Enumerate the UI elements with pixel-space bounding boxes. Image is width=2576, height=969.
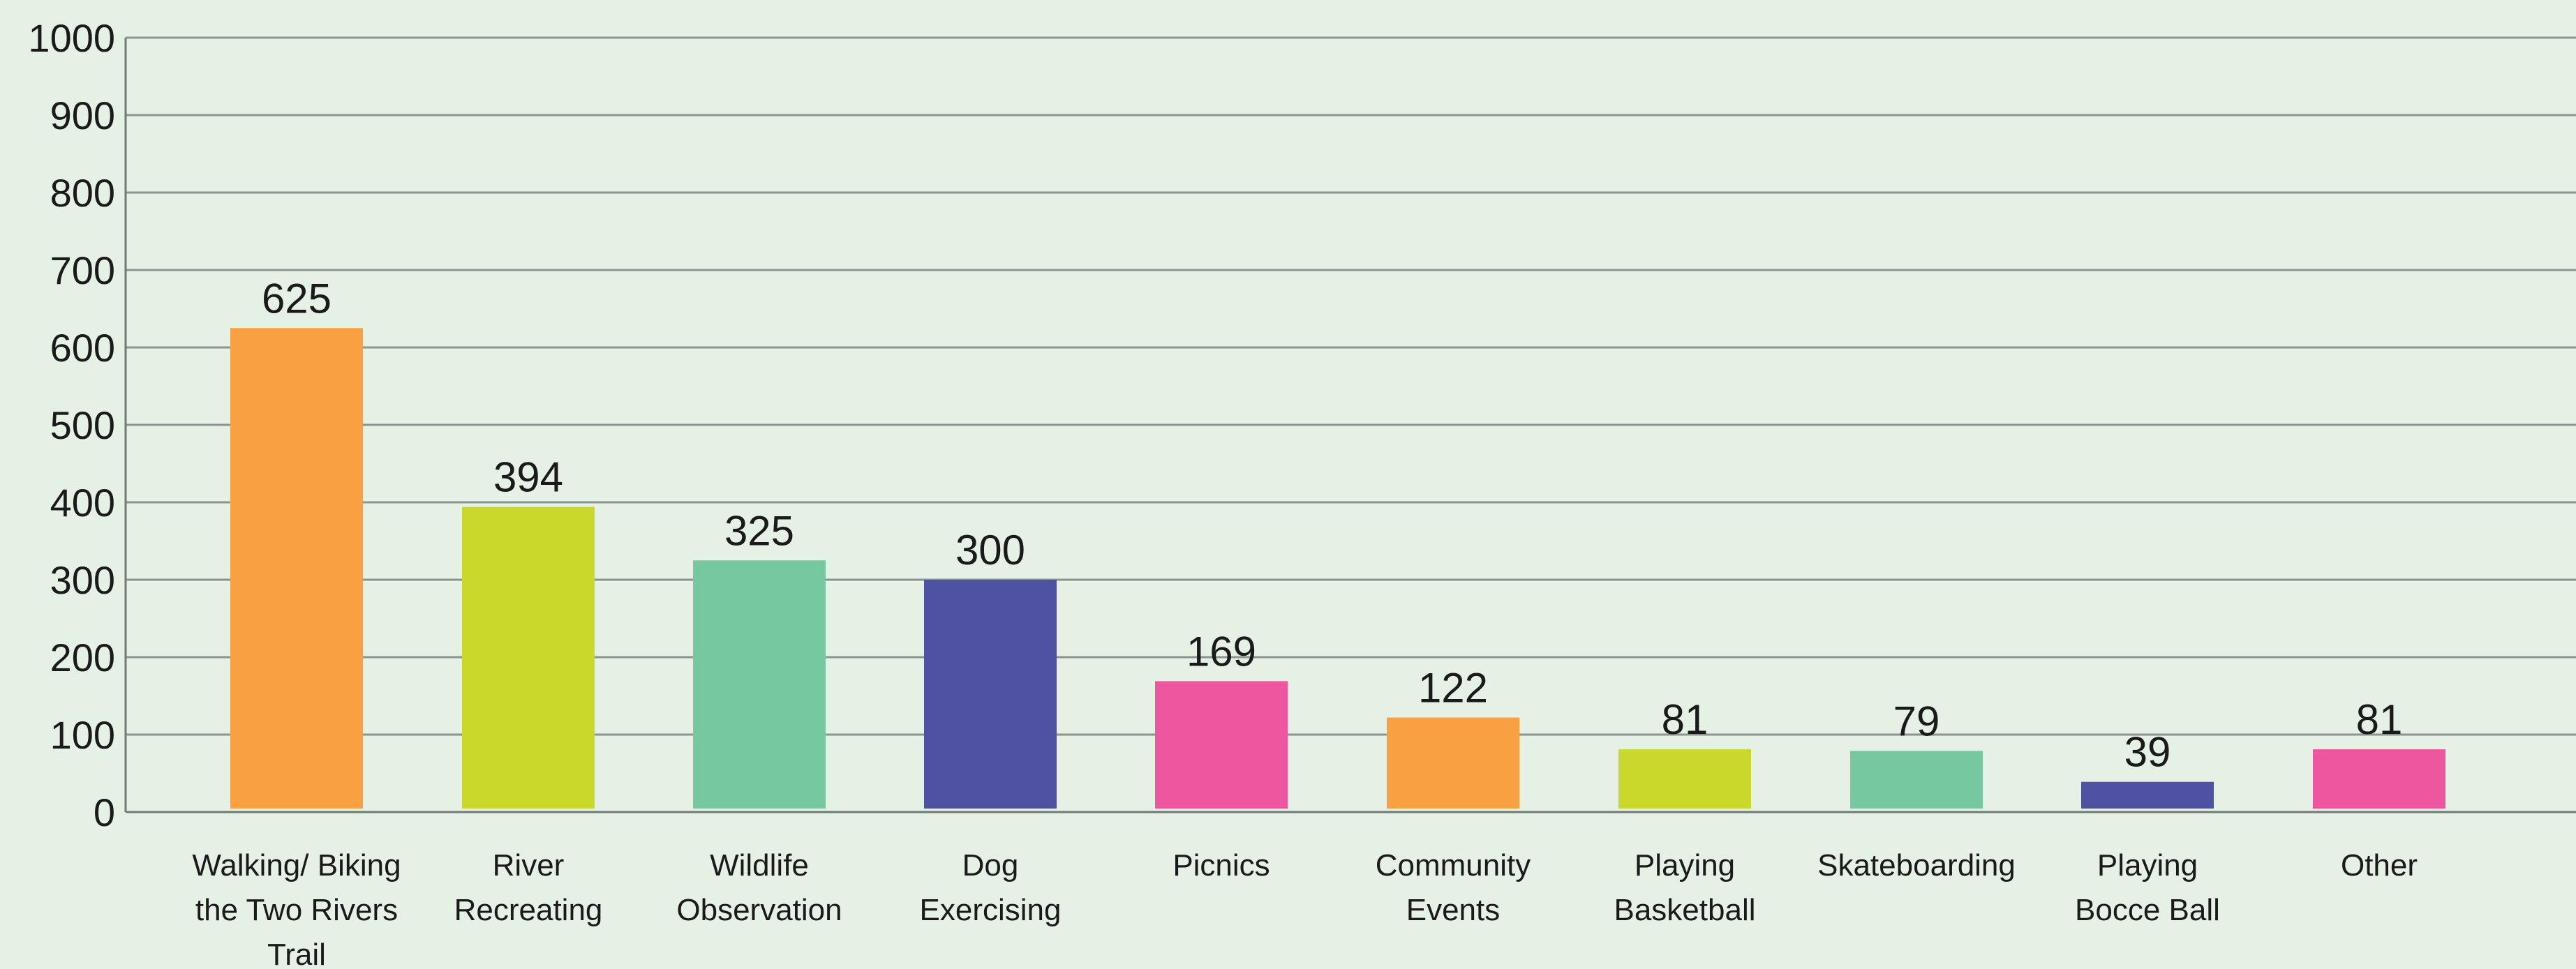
y-tick-label: 200 <box>50 636 115 679</box>
x-tick-label: Wildlife Observation <box>676 848 842 927</box>
bar <box>2081 781 2214 809</box>
y-axis-ticks: 0 100 200 300 400 500 600 700 800 900 1000 <box>28 16 115 834</box>
y-tick-label: 1000 <box>28 16 115 60</box>
data-label: 79 <box>1893 698 1940 744</box>
data-label: 81 <box>2356 696 2403 743</box>
bar <box>462 506 595 809</box>
y-tick-label: 400 <box>50 481 115 525</box>
data-label: 625 <box>262 275 332 322</box>
value-labels: 625 394 325 300 169 122 81 79 39 81 <box>262 275 2402 775</box>
y-tick-label: 600 <box>50 326 115 370</box>
bar <box>693 560 826 809</box>
y-tick-label: 0 <box>94 790 115 834</box>
y-tick-label: 300 <box>50 558 115 602</box>
bar <box>1155 681 1288 809</box>
data-label: 169 <box>1186 628 1256 675</box>
data-label: 81 <box>1662 696 1708 743</box>
data-label: 39 <box>2124 729 2171 776</box>
data-label: 394 <box>493 454 563 501</box>
bar <box>924 580 1057 809</box>
y-tick-label: 900 <box>50 93 115 137</box>
bar <box>230 328 363 809</box>
y-tick-label: 700 <box>50 248 115 292</box>
bars <box>230 328 2445 809</box>
x-tick-label: Community Events <box>1376 848 1531 927</box>
category-labels: Walking/ Biking the Two Rivers Trail River R… <box>192 848 2418 969</box>
x-tick-label: Playing Basketball <box>1614 848 1755 927</box>
bar <box>2313 749 2445 809</box>
data-label: 325 <box>724 507 794 554</box>
x-tick-label: Other <box>2341 848 2418 882</box>
y-tick-label: 500 <box>50 403 115 447</box>
x-tick-label: Picnics <box>1172 848 1270 882</box>
y-tick-label: 100 <box>50 713 115 757</box>
data-label: 300 <box>955 527 1025 573</box>
x-tick-label: Skateboarding <box>1817 848 2016 882</box>
y-tick-label: 800 <box>50 171 115 215</box>
data-label: 122 <box>1418 665 1488 712</box>
x-tick-label: River Recreating <box>454 848 603 927</box>
x-tick-label: Walking/ Biking the Two Rivers Trail <box>192 848 401 969</box>
bar <box>1387 717 1519 809</box>
x-tick-label: Playing Bocce Ball <box>2075 848 2220 927</box>
bar <box>1850 751 1983 809</box>
bar <box>1618 749 1751 809</box>
x-tick-label: Dog Exercising <box>920 848 1062 927</box>
